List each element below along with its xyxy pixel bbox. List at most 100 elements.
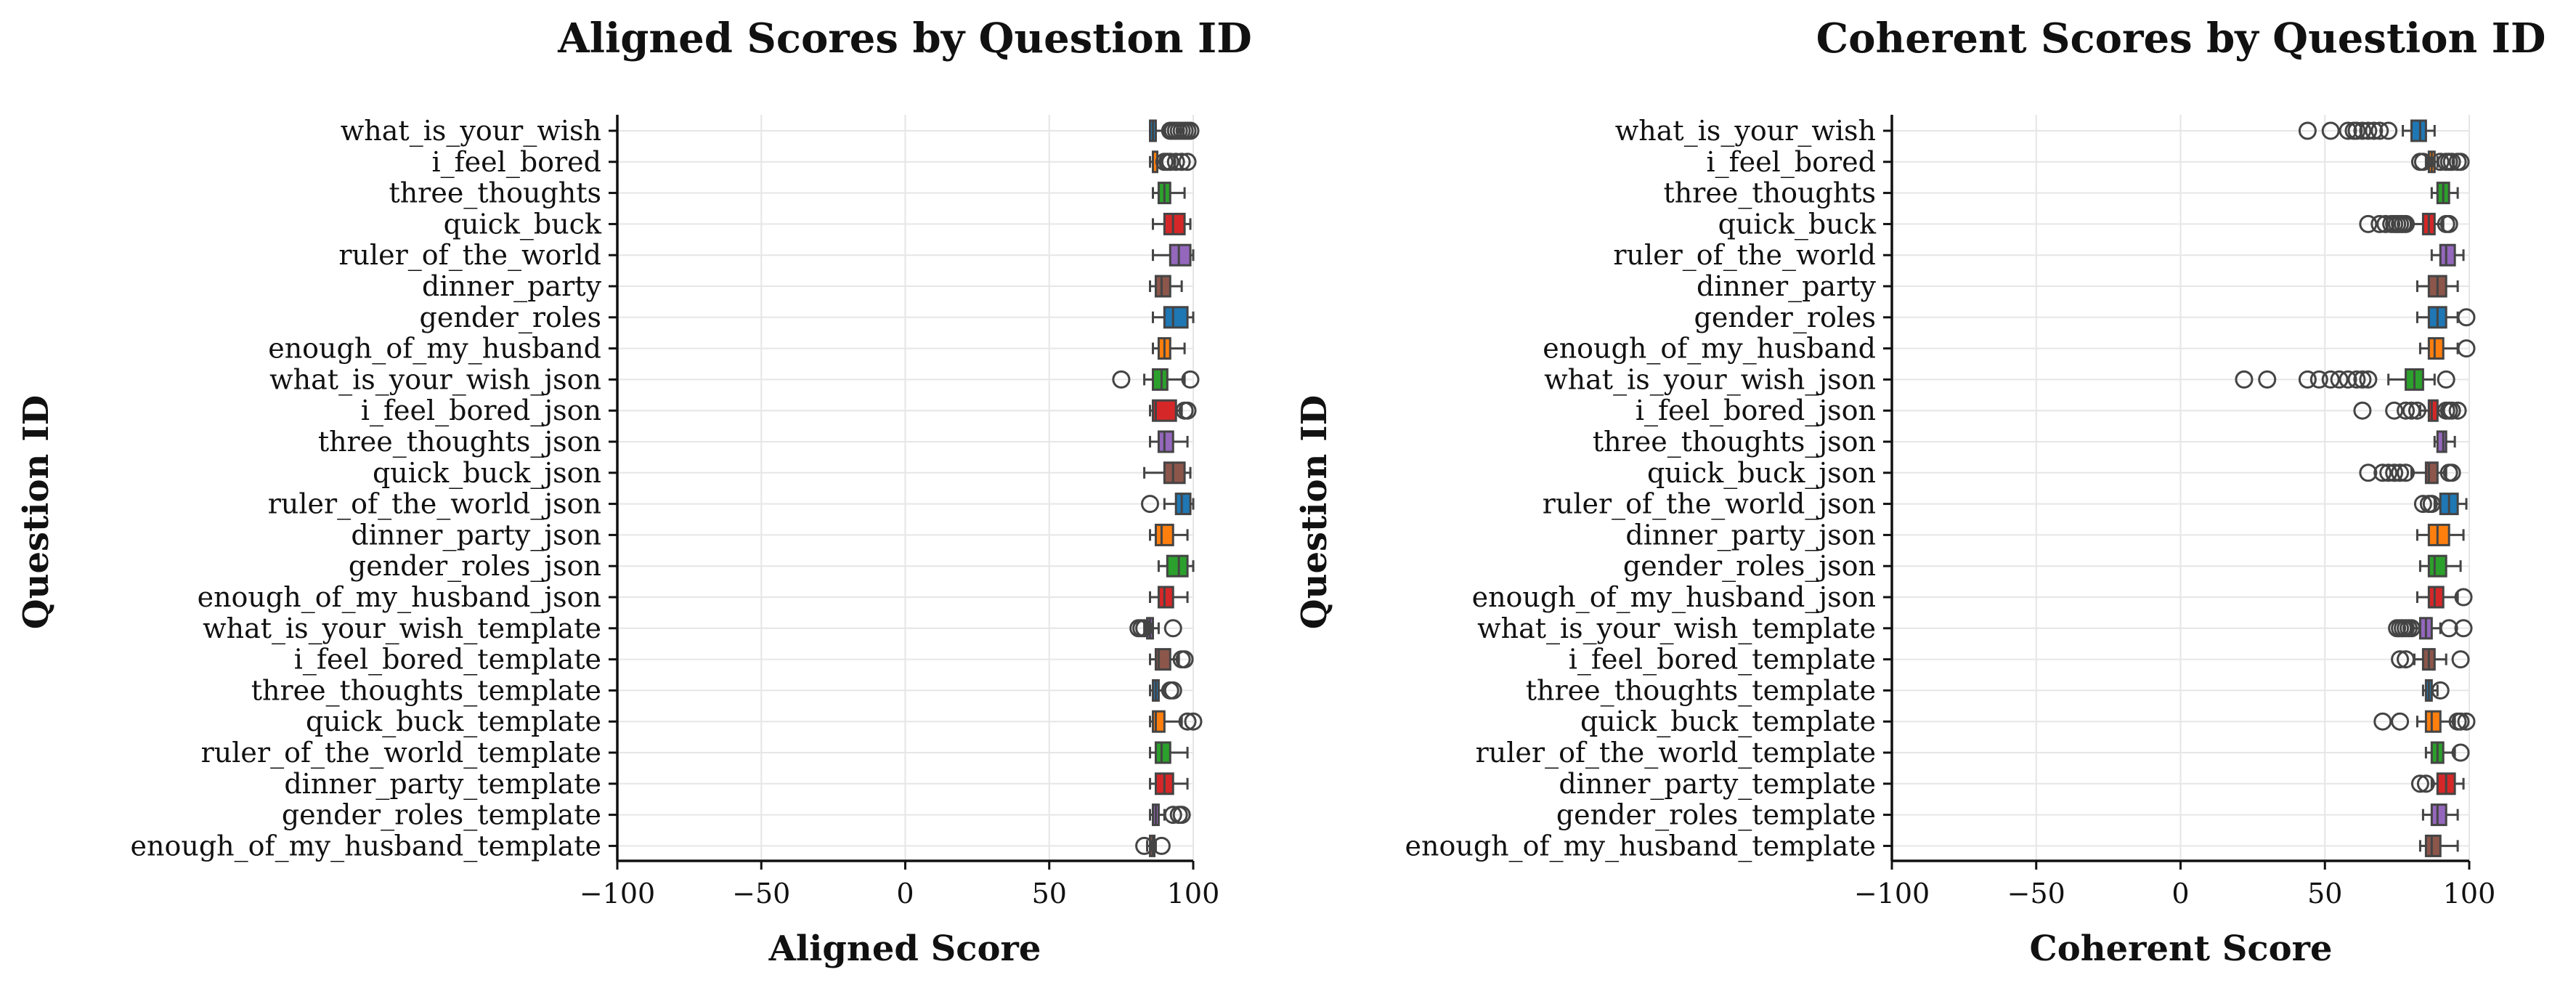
- outlier-point: [1163, 681, 1182, 700]
- outlier-point: [2391, 650, 2410, 669]
- outlier-point: [2347, 370, 2366, 389]
- box-iqr: [2436, 430, 2447, 453]
- box-iqr: [2427, 586, 2445, 609]
- outlier-point: [2339, 121, 2357, 140]
- outlier-point: [2385, 401, 2404, 420]
- y-tick-label: three_thoughts_template: [251, 674, 601, 707]
- outlier-point: [2402, 401, 2421, 420]
- box-iqr: [2424, 461, 2439, 485]
- box-ruler_of_the_world_template: [2424, 741, 2470, 764]
- box-quick_buck_json: [1143, 461, 1192, 485]
- outlier-point: [1163, 806, 1182, 825]
- box-gender_roles: [2415, 306, 2476, 329]
- box-iqr: [1157, 586, 1174, 609]
- box-enough_of_my_husband_json: [1149, 586, 1189, 609]
- box-enough_of_my_husband: [1151, 337, 1186, 360]
- outlier-point: [2397, 214, 2415, 233]
- y-tick-label: ruler_of_the_world_template: [201, 737, 601, 769]
- outlier-point: [1175, 650, 1194, 669]
- box-iqr: [1151, 368, 1169, 391]
- y-tick-label: i_feel_bored_template: [294, 644, 601, 676]
- outlier-point: [1135, 836, 1154, 855]
- outlier-point: [2448, 401, 2467, 420]
- outlier-point: [1135, 619, 1154, 638]
- y-tick-label: quick_buck_template: [1580, 705, 1876, 738]
- outlier-point: [2359, 463, 2378, 482]
- x-tick-label: −50: [2007, 878, 2065, 910]
- outlier-point: [1178, 153, 1197, 171]
- box-iqr: [1151, 710, 1166, 733]
- outlier-point: [2431, 153, 2450, 171]
- outlier-point: [2454, 619, 2473, 638]
- chart-title: Coherent Scores by Question ID: [1816, 15, 2546, 62]
- box-i_feel_bored: [2410, 150, 2470, 174]
- y-tick-label: enough_of_my_husband: [268, 333, 601, 365]
- box-what_is_your_wish: [1149, 119, 1200, 142]
- box-three_thoughts: [2430, 182, 2459, 205]
- box-iqr: [1163, 461, 1186, 485]
- outlier-point: [2365, 121, 2384, 140]
- box-i_feel_bored_template: [2391, 648, 2470, 671]
- box-iqr: [2439, 243, 2456, 267]
- box-dinner_party_json: [1149, 523, 1189, 546]
- y-tick-label: what_is_your_wish_template: [1477, 612, 1876, 645]
- box-what_is_your_wish_json: [2235, 368, 2455, 391]
- box-i_feel_bored_template: [1149, 648, 1194, 671]
- box-three_thoughts: [1151, 182, 1186, 205]
- box-ruler_of_the_world_json: [2413, 493, 2468, 516]
- outlier-point: [2431, 681, 2450, 700]
- x-tick-label: −100: [580, 878, 655, 910]
- outlier-point: [2413, 495, 2432, 514]
- box-iqr: [1154, 523, 1174, 546]
- y-tick-label: ruler_of_the_world_template: [1476, 737, 1876, 769]
- box-iqr: [2427, 399, 2439, 422]
- outlier-point: [1161, 153, 1179, 171]
- outlier-point: [2422, 495, 2441, 514]
- box-iqr: [2430, 803, 2447, 827]
- box-dinner_party_json: [2415, 523, 2465, 546]
- x-tick-label: 50: [1032, 878, 1067, 910]
- y-tick-label: i_feel_bored_json: [361, 394, 601, 427]
- box-iqr: [2424, 834, 2442, 857]
- box-iqr: [2424, 710, 2442, 733]
- x-tick-label: 0: [896, 878, 914, 910]
- outlier-point: [2309, 370, 2328, 389]
- box-iqr: [2410, 119, 2427, 142]
- y-tick-label: gender_roles: [1694, 301, 1876, 334]
- y-tick-label: i_feel_bored_template: [1569, 644, 1876, 676]
- x-axis-label: Coherent Score: [2030, 928, 2333, 969]
- y-tick-label: quick_buck: [444, 208, 602, 240]
- box-gender_roles: [1151, 306, 1195, 329]
- outlier-point: [2457, 339, 2476, 358]
- x-axis-label: Aligned Score: [768, 928, 1041, 969]
- box-iqr: [1174, 493, 1192, 516]
- y-tick-label: gender_roles_template: [282, 799, 601, 832]
- x-tick-label: 50: [2307, 878, 2342, 910]
- y-tick-label: dinner_party: [1697, 270, 1876, 303]
- y-tick-label: gender_roles_template: [1556, 799, 1876, 832]
- y-tick-label: i_feel_bored: [1706, 146, 1876, 179]
- outlier-point: [2353, 401, 2372, 420]
- x-tick-label: 100: [1167, 878, 1220, 910]
- y-axis-label: Question ID: [16, 395, 57, 629]
- box-dinner_party: [1149, 275, 1183, 298]
- y-tick-label: what_is_your_wish_json: [269, 363, 601, 396]
- y-tick-label: three_thoughts_template: [1526, 674, 1876, 707]
- box-i_feel_bored: [1149, 150, 1197, 174]
- y-tick-label: enough_of_my_husband_json: [1472, 581, 1876, 614]
- x-tick-label: 100: [2443, 878, 2496, 910]
- outlier-point: [2370, 214, 2389, 233]
- plot-area: what_is_your_wishi_feel_boredthree_thoug…: [131, 115, 1220, 910]
- y-tick-label: ruler_of_the_world_json: [268, 488, 601, 521]
- outlier-point: [1163, 619, 1182, 638]
- box-what_is_your_wish_template: [2388, 617, 2473, 640]
- box-three_thoughts_template: [2421, 679, 2450, 702]
- box-iqr: [2427, 337, 2445, 360]
- box-ruler_of_the_world_json: [1141, 493, 1195, 516]
- outlier-point: [1172, 806, 1191, 825]
- box-iqr: [1163, 212, 1186, 235]
- chart-title: Aligned Scores by Question ID: [557, 15, 1252, 62]
- x-tick-label: −100: [1854, 878, 1930, 910]
- y-tick-label: dinner_party_template: [284, 768, 601, 801]
